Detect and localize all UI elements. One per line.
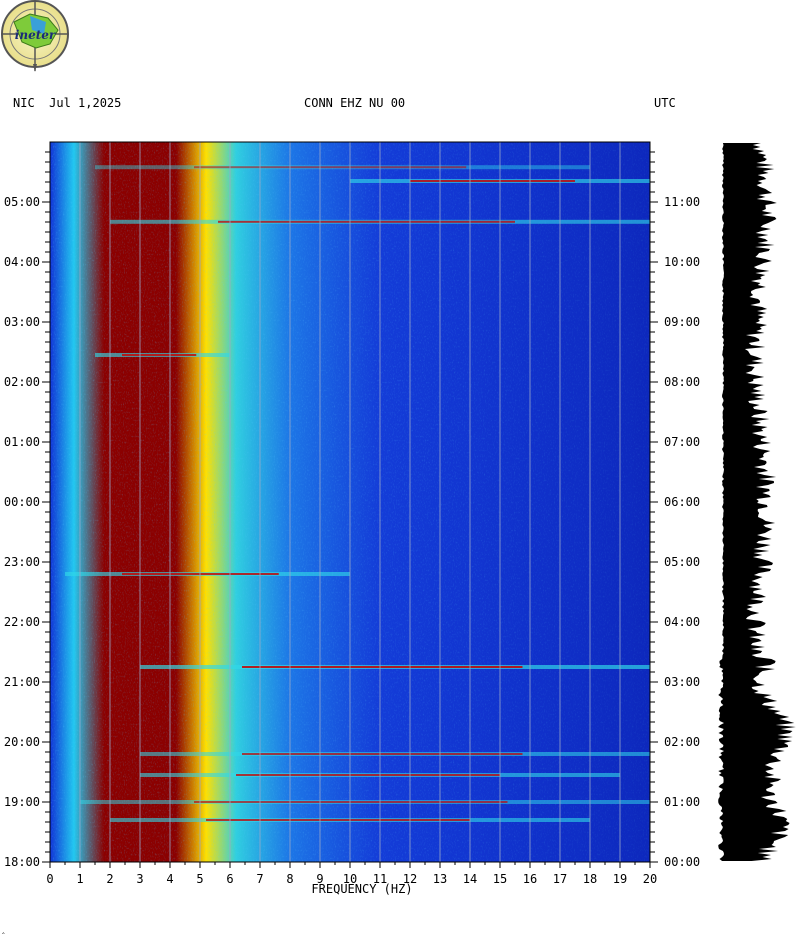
event-core (410, 180, 575, 182)
event-core (242, 753, 523, 755)
event-core (242, 666, 523, 668)
y-right-tick-label: 08:00 (664, 375, 700, 389)
y-left-tick-label: 23:00 (4, 555, 40, 569)
x-tick-label: 16 (523, 872, 537, 886)
x-tick-label: 7 (256, 872, 263, 886)
y-left-tick-label: 22:00 (4, 615, 40, 629)
y-right-tick-label: 02:00 (664, 735, 700, 749)
x-tick-label: 20 (643, 872, 657, 886)
x-tick-label: 13 (433, 872, 447, 886)
x-tick-label: 15 (493, 872, 507, 886)
y-left-tick-label: 04:00 (4, 255, 40, 269)
y-left-tick-label: 02:00 (4, 375, 40, 389)
x-tick-label: 5 (196, 872, 203, 886)
y-right-tick-label: 00:00 (664, 855, 700, 869)
x-tick-label: 11 (373, 872, 387, 886)
y-left-tick-label: 01:00 (4, 435, 40, 449)
event-core (194, 801, 508, 803)
y-left-tick-label: 20:00 (4, 735, 40, 749)
station-date-label: NIC Jul 1,2025 (13, 96, 122, 110)
event-core (218, 220, 515, 223)
x-tick-label: 4 (166, 872, 173, 886)
x-tick-label: 17 (553, 872, 567, 886)
x-tick-label: 10 (343, 872, 357, 886)
y-right-tick-label: 11:00 (664, 195, 700, 209)
x-axis-label: FREQUENCY (HZ) (311, 882, 412, 896)
y-right-tick-label: 07:00 (664, 435, 700, 449)
channel-label: CONN EHZ NU 00 (304, 96, 406, 110)
y-left-tick-label: 19:00 (4, 795, 40, 809)
spectrogram-plot (49, 141, 651, 863)
y-right-tick-label: 09:00 (664, 315, 700, 329)
x-tick-label: 12 (403, 872, 417, 886)
logo-text: ineter (15, 28, 57, 42)
y-right-tick-label: 10:00 (664, 255, 700, 269)
y-right-tick-label: 04:00 (664, 615, 700, 629)
x-tick-label: 14 (463, 872, 477, 886)
x-tick-label: 1 (76, 872, 83, 886)
event-core (194, 166, 467, 169)
event-core (236, 774, 500, 776)
y-right-tick-label: 06:00 (664, 495, 700, 509)
event-core (122, 354, 197, 356)
y-left-tick-label: 03:00 (4, 315, 40, 329)
x-tick-label: 8 (286, 872, 293, 886)
x-tick-label: 18 (583, 872, 597, 886)
x-tick-label: 3 (136, 872, 143, 886)
y-right-tick-label: 03:00 (664, 675, 700, 689)
y-left-tick-label: 18:00 (4, 855, 40, 869)
x-tick-label: 2 (106, 872, 113, 886)
y-left-tick-label: 21:00 (4, 675, 40, 689)
x-tick-label: 9 (316, 872, 323, 886)
y-right-tick-label: 01:00 (664, 795, 700, 809)
footer-mark: ‸ (2, 925, 5, 934)
y-left-tick-label: 00:00 (4, 495, 40, 509)
x-tick-label: 19 (613, 872, 627, 886)
x-tick-label: 0 (46, 872, 53, 886)
event-core (206, 819, 470, 821)
y-right-tick-label: 05:00 (664, 555, 700, 569)
x-tick-label: 6 (226, 872, 233, 886)
timezone-label: UTC (654, 96, 676, 110)
seismogram-trace (718, 143, 796, 861)
y-left-tick-label: 05:00 (4, 195, 40, 209)
ineter-compass-logo: ineter (1, 0, 69, 72)
